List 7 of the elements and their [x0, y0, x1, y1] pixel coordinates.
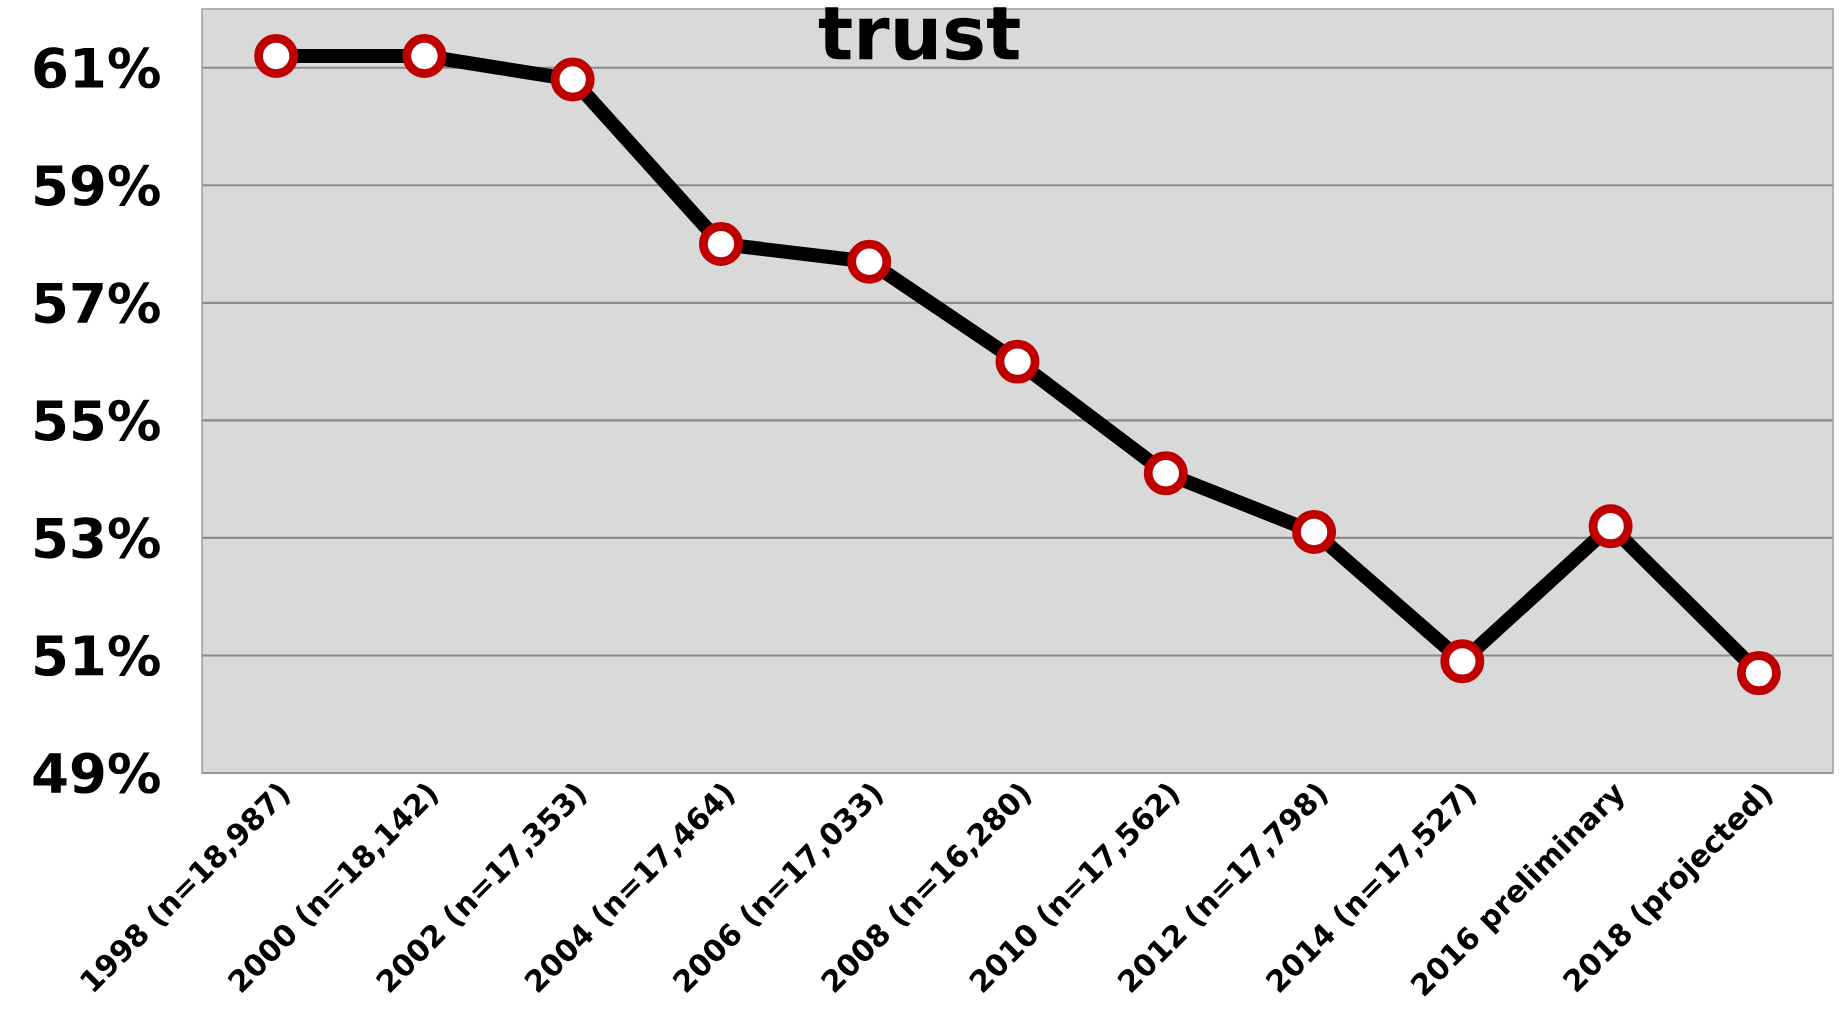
y-tick-label: 51%: [35, 634, 160, 677]
y-tick-label: 57%: [35, 282, 160, 324]
y-tick-label: 61%: [34, 47, 160, 89]
y-tick-label: 53%: [35, 517, 160, 559]
chart-title: trust: [818, 7, 1020, 61]
y-tick-label: 55%: [35, 399, 160, 441]
y-tick-label: 59%: [35, 164, 160, 206]
